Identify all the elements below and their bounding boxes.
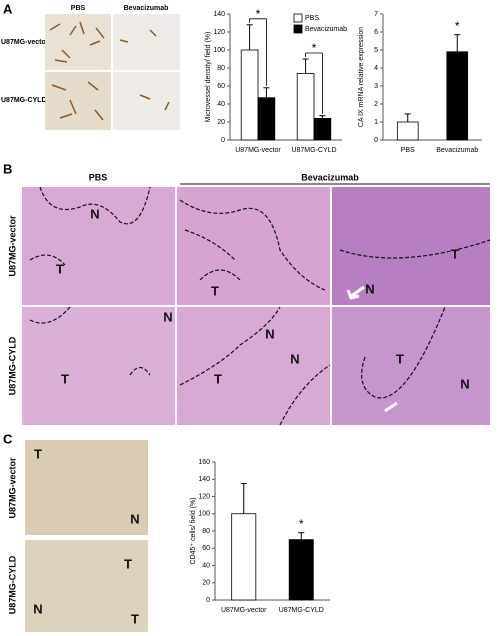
significance-bracket — [305, 52, 323, 114]
legend-label: PBS — [305, 15, 319, 22]
bar — [240, 49, 259, 141]
significance: * — [256, 7, 261, 21]
image-mark: N — [365, 281, 374, 296]
image-mark: T — [61, 371, 69, 386]
y-tick-label: 0 — [206, 597, 210, 604]
y-tick-label: 120 — [213, 29, 225, 36]
row-label: U87MG-vector — [1, 39, 49, 46]
panel-label: B — [3, 161, 12, 176]
he-images — [22, 186, 491, 426]
y-tick-label: 3 — [374, 83, 378, 90]
image-mark: N — [130, 511, 139, 526]
image-mark: T — [56, 261, 64, 276]
x-tick-label: Bevacizumab — [436, 147, 478, 154]
bar — [396, 121, 419, 141]
row-label: U87MG-vector — [7, 215, 17, 277]
bar — [446, 51, 469, 141]
column-header: PBS — [89, 172, 108, 182]
ihc-image — [113, 14, 180, 70]
y-tick-label: 40 — [217, 101, 225, 108]
significance: * — [312, 41, 317, 55]
row-label: U87MG-CYLD — [7, 336, 17, 395]
y-tick-label: 4 — [374, 65, 378, 72]
y-axis-label: CD45⁺ cells/ field (%) — [190, 497, 197, 564]
ihc-image — [25, 440, 148, 535]
image-mark: T — [396, 351, 404, 366]
ihc-image — [45, 14, 111, 70]
x-tick-label: U87MG-vector — [221, 607, 267, 614]
y-tick-label: 40 — [202, 562, 210, 569]
legend-label: Bevacizumab — [305, 26, 347, 33]
column-header: Bevacizumab — [124, 5, 169, 12]
ihc-image — [45, 72, 111, 130]
x-tick-label: PBS — [401, 147, 415, 154]
significance-bracket — [249, 18, 267, 86]
y-tick-label: 100 — [213, 47, 225, 54]
y-tick-label: 80 — [217, 65, 225, 72]
image-mark: N — [460, 376, 469, 391]
y-tick-label: 7 — [374, 11, 378, 18]
y-tick-label: 1 — [374, 119, 378, 126]
bar — [257, 97, 276, 141]
y-axis-label: CA IX mRNA relative expression — [358, 27, 365, 127]
row-label: U87MG-vector — [7, 457, 17, 519]
y-tick-label: 6 — [374, 29, 378, 36]
y-tick-label: 120 — [198, 493, 210, 500]
image-mark: T — [34, 446, 42, 461]
legend-swatch — [293, 24, 303, 34]
x-tick-label: U87MG-vector — [235, 147, 281, 154]
y-tick-label: 60 — [202, 545, 210, 552]
ihc-image — [113, 72, 180, 130]
image-mark: N — [290, 351, 299, 366]
legend-swatch — [293, 13, 303, 23]
y-tick-label: 2 — [374, 101, 378, 108]
image-mark: T — [131, 611, 139, 626]
vessels — [49, 21, 170, 121]
bar — [288, 539, 314, 601]
panel-label: A — [3, 1, 13, 16]
image-mark: N — [33, 601, 42, 616]
column-header: PBS — [71, 5, 86, 12]
bar — [313, 118, 332, 141]
y-tick-label: 140 — [213, 11, 225, 18]
y-tick-label: 80 — [202, 528, 210, 535]
y-tick-label: 0 — [374, 137, 378, 144]
image-mark: N — [90, 206, 99, 221]
image-mark: T — [214, 371, 222, 386]
image-mark: T — [124, 556, 132, 571]
y-tick-label: 5 — [374, 47, 378, 54]
y-tick-label: 20 — [217, 119, 225, 126]
y-tick-label: 140 — [198, 476, 210, 483]
y-tick-label: 60 — [217, 83, 225, 90]
row-label: U87MG-CYLD — [1, 97, 47, 104]
y-tick-label: 20 — [202, 580, 210, 587]
image-mark: T — [451, 246, 459, 261]
y-tick-label: 100 — [198, 511, 210, 518]
x-tick-label: U87MG-CYLD — [291, 147, 336, 154]
significance: * — [299, 517, 304, 531]
y-tick-label: 0 — [221, 137, 225, 144]
y-axis-label: Microvessel density/ field (%) — [205, 32, 212, 123]
row-label: U87MG-CYLD — [7, 555, 17, 614]
x-tick-label: U87MG-CYLD — [279, 607, 324, 614]
image-mark: N — [163, 309, 172, 324]
image-mark: N — [265, 326, 274, 341]
y-tick-label: 160 — [198, 459, 210, 466]
significance: * — [455, 19, 460, 33]
image-mark: T — [211, 283, 219, 298]
panel-label: C — [3, 431, 13, 446]
bar — [231, 513, 257, 601]
ihc-image — [25, 540, 148, 632]
bar — [296, 73, 315, 141]
column-header: Bevacizumab — [301, 172, 359, 182]
